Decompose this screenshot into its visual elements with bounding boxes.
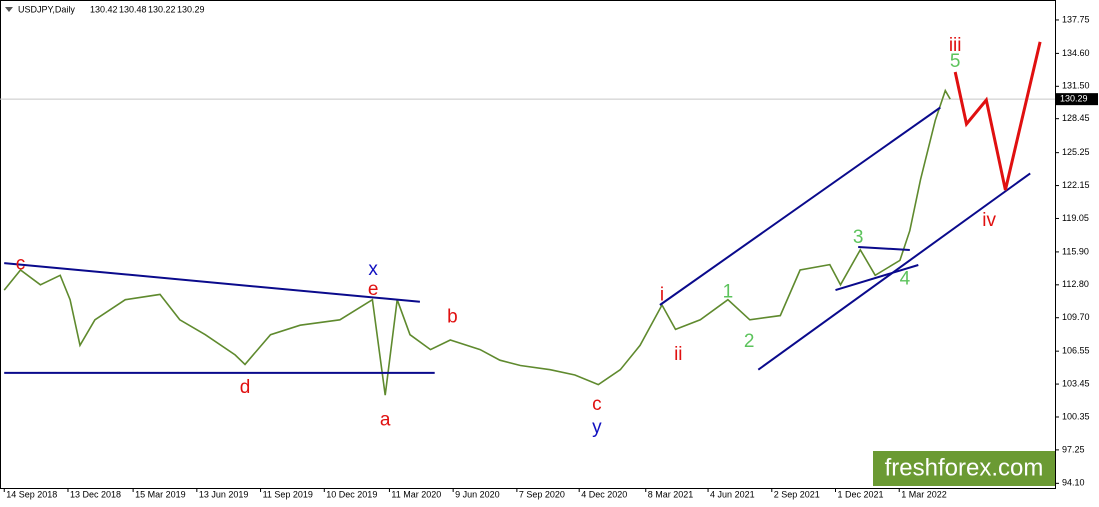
y-tick-label: 94.10 <box>1062 478 1085 488</box>
x-tick-label: 4 Dec 2020 <box>581 489 627 499</box>
x-tick-label: 1 Dec 2021 <box>838 489 884 499</box>
y-tick-label: 125.25 <box>1062 147 1090 157</box>
y-tick-label: 103.45 <box>1062 378 1090 388</box>
ohlc-value: 130.42 <box>90 4 118 14</box>
x-tick-label: 7 Sep 2020 <box>519 489 565 499</box>
wave-label: 3 <box>853 227 864 248</box>
ohlc-value: 130.48 <box>119 4 147 14</box>
y-tick-label: 112.80 <box>1062 279 1089 289</box>
x-tick-label: 13 Jun 2019 <box>199 489 249 499</box>
ohlc-value: 130.22 <box>148 4 176 14</box>
y-tick-label: 115.90 <box>1062 246 1089 256</box>
watermark-box <box>873 451 1055 486</box>
wave-label: e <box>368 279 379 300</box>
trend-line <box>4 262 420 303</box>
price-line <box>3 88 951 396</box>
wave-label: iv <box>982 210 996 231</box>
wave-label: ii <box>674 344 682 365</box>
y-tick-label: 122.15 <box>1062 180 1090 190</box>
wave-label: 4 <box>900 269 911 290</box>
projection-path <box>953 41 1042 191</box>
y-tick-label: 134.60 <box>1062 48 1090 58</box>
wave-label: iii <box>949 35 962 56</box>
symbol-icon <box>5 7 13 12</box>
x-tick-label: 11 Mar 2020 <box>391 489 441 499</box>
wave-label: 1 <box>723 281 734 302</box>
y-tick-label: 97.25 <box>1062 444 1085 454</box>
chart-title: USDJPY,Daily <box>18 4 75 14</box>
x-tick-label: 8 Mar 2021 <box>648 489 694 499</box>
x-tick-label: 2 Sep 2021 <box>774 489 820 499</box>
wave-label: d <box>240 377 251 398</box>
x-tick-label: 9 Jun 2020 <box>455 489 500 499</box>
plot-frame <box>0 0 1056 489</box>
trend-line <box>659 106 941 306</box>
x-tick-label: 13 Dec 2018 <box>70 489 121 499</box>
wave-label: x <box>368 259 378 280</box>
wave-label: c <box>592 394 602 415</box>
trend-line <box>858 246 910 251</box>
wave-label: b <box>447 307 458 328</box>
wave-label: c <box>16 254 26 275</box>
x-tick-label: 14 Sep 2018 <box>6 489 57 499</box>
wave-label: 5 <box>950 51 961 72</box>
y-tick-label: 128.45 <box>1062 113 1090 123</box>
y-tick-label: 137.75 <box>1062 14 1090 24</box>
x-tick-label: 10 Dec 2019 <box>326 489 377 499</box>
price-tag <box>1056 93 1098 106</box>
x-tick-label: 1 Mar 2022 <box>901 489 947 499</box>
x-tick-label: 4 Jun 2021 <box>710 489 755 499</box>
watermark: freshforex.com <box>873 451 1055 486</box>
wave-label: 2 <box>744 331 755 352</box>
y-tick-label: 106.55 <box>1062 346 1090 356</box>
wave-label: y <box>592 417 602 438</box>
watermark-text: freshforex.com <box>885 454 1044 481</box>
ohlc-value: 130.29 <box>177 4 205 14</box>
wave-label: a <box>380 410 391 431</box>
x-tick-label: 15 Mar 2019 <box>135 489 186 499</box>
trend-line <box>835 264 919 292</box>
y-tick-label: 100.35 <box>1062 411 1090 421</box>
y-tick-label: 109.70 <box>1062 312 1090 322</box>
y-tick-label: 131.50 <box>1062 81 1090 91</box>
x-tick-label: 11 Sep 2019 <box>263 489 313 499</box>
wave-label: i <box>660 284 664 305</box>
price-tag-label: 130.29 <box>1060 94 1088 104</box>
y-tick-label: 119.05 <box>1062 213 1089 223</box>
